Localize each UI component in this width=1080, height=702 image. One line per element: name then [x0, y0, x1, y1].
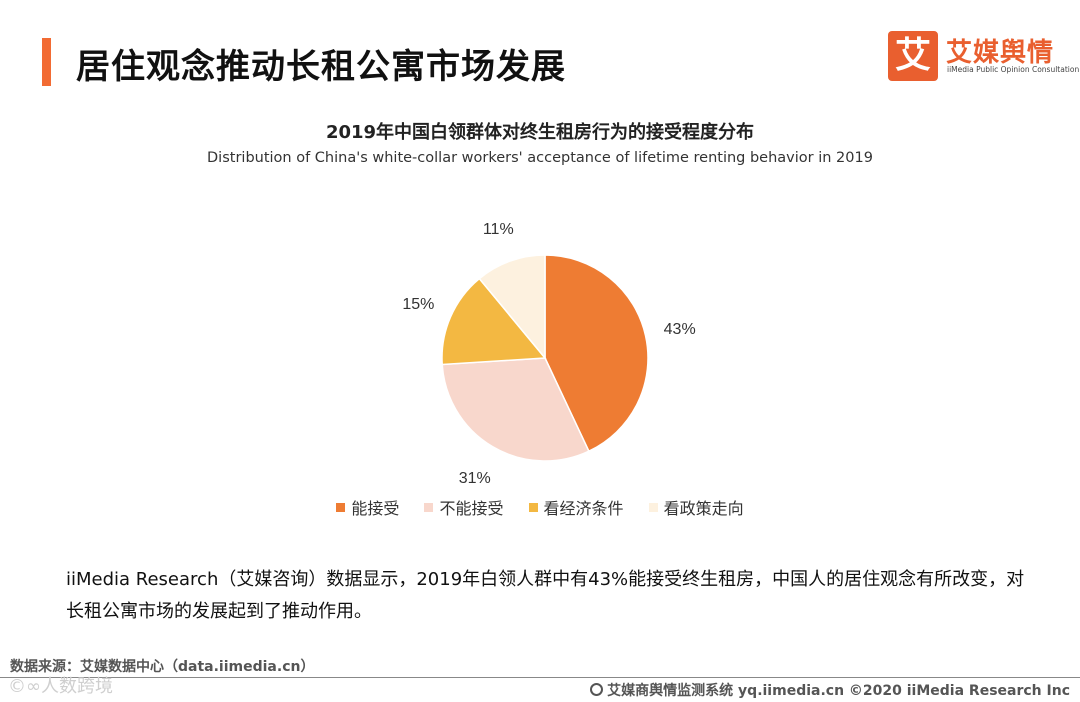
chart-title: 2019年中国白领群体对终生租房行为的接受程度分布: [325, 122, 755, 143]
copyright-text: 艾媒商舆情监测系统 yq.iimedia.cn ©2020 iiMedia Re…: [607, 683, 1070, 699]
slice-reject: [441, 357, 590, 462]
chart-subtitle: Distribution of China's white-collar wor…: [207, 150, 873, 166]
summary-paragraph: iiMedia Research（艾媒咨询）数据显示，2019年白领人群中有43…: [66, 569, 1025, 622]
legend-swatch-reject: [424, 503, 434, 512]
slice-policy-label: 11%: [483, 221, 514, 238]
legend-label: 不能接受: [439, 499, 504, 518]
slice-economy-label: 15%: [402, 296, 434, 313]
legend-item-reject: 不能接受: [424, 495, 503, 519]
page-title: 居住观念推动长租公寓市场发展: [76, 47, 566, 87]
slice-accept: [544, 254, 649, 453]
logo-name: 艾媒舆情: [946, 38, 1055, 68]
chart-legend: 能接受 不能接受 看经济条件 看政策走向: [0, 495, 1080, 519]
data-source: 数据来源：艾媒数据中心（data.iimedia.cn）: [10, 659, 315, 675]
watermark: ©∞人数跨境: [8, 676, 113, 697]
legend-label: 能接受: [351, 499, 400, 518]
legend-item-accept: 能接受: [336, 495, 399, 519]
legend-label: 看经济条件: [543, 499, 624, 518]
footer-divider: [0, 677, 1080, 678]
slice-policy: [478, 254, 546, 361]
slice-accept-label: 43%: [664, 321, 696, 338]
logo-mark-icon: 艾: [888, 31, 938, 81]
legend-swatch-economy: [528, 503, 538, 512]
logo-subtitle: iiMedia Public Opinion Consultation: [947, 65, 1080, 74]
slice-economy: [441, 277, 547, 366]
legend-swatch-accept: [336, 503, 346, 512]
legend-swatch-policy: [648, 503, 658, 512]
slice-reject-label: 31%: [459, 470, 491, 487]
logo: 艾 艾媒舆情 iiMedia Public Opinion Consultati…: [888, 28, 1079, 86]
title-accent-bar: [42, 38, 51, 86]
legend-item-policy: 看政策走向: [648, 495, 744, 519]
footer-copyright: 艾媒商舆情监测系统 yq.iimedia.cn ©2020 iiMedia Re…: [590, 680, 1070, 700]
legend-item-economy: 看经济条件: [528, 495, 624, 519]
globe-icon: [590, 682, 604, 696]
legend-label: 看政策走向: [663, 499, 744, 518]
